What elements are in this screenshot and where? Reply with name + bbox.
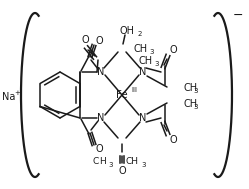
Text: CH: CH: [125, 157, 138, 167]
Text: Fe: Fe: [116, 90, 128, 100]
Text: 3: 3: [194, 104, 198, 110]
Text: +: +: [14, 90, 20, 96]
Text: CH: CH: [139, 56, 153, 66]
Text: O: O: [169, 45, 177, 55]
Text: O: O: [81, 35, 89, 45]
Text: −: −: [233, 9, 243, 22]
Text: 3: 3: [155, 61, 159, 67]
Text: CH: CH: [184, 83, 198, 93]
Text: 3: 3: [109, 162, 113, 168]
Text: Na: Na: [2, 92, 16, 102]
Text: O: O: [169, 135, 177, 145]
Text: 2: 2: [138, 31, 142, 37]
Text: O: O: [95, 36, 103, 46]
Text: 3: 3: [150, 49, 154, 55]
Text: CH: CH: [184, 99, 198, 109]
Text: CH: CH: [134, 44, 148, 54]
Text: 3: 3: [194, 88, 198, 94]
Text: N: N: [97, 67, 105, 77]
Text: N: N: [139, 67, 147, 77]
Text: O: O: [95, 144, 103, 154]
Text: C: C: [93, 157, 99, 167]
Text: III: III: [131, 87, 137, 93]
Text: O: O: [118, 166, 126, 176]
Text: N: N: [97, 113, 105, 123]
Text: 3: 3: [142, 162, 146, 168]
Text: H: H: [99, 157, 105, 167]
Text: N: N: [139, 113, 147, 123]
Text: OH: OH: [120, 26, 134, 36]
